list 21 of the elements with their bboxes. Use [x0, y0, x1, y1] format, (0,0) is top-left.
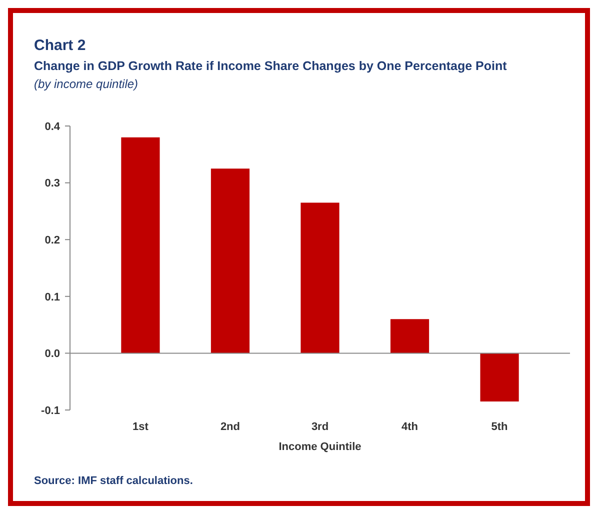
text: (by income quintile)	[34, 77, 138, 91]
source-note: Source: IMF staff calculations.	[34, 475, 193, 487]
bar	[210, 168, 250, 354]
y-tick-label: -0.1	[41, 404, 60, 417]
x-tick-label: 5th	[491, 421, 508, 433]
y-tick-label: 0.0	[44, 348, 60, 360]
chart-title: Chart 2	[34, 37, 86, 54]
y-tick-label: 0.1	[44, 291, 60, 304]
x-tick-label: 2nd	[220, 421, 240, 433]
bar	[390, 319, 430, 354]
x-axis-title: Income Quintile	[278, 441, 362, 453]
bar	[121, 137, 160, 354]
y-tick-label: 0.2	[44, 234, 60, 246]
y-tick-label: 0.3	[44, 178, 60, 190]
y-tick-label: 0.4	[44, 120, 61, 133]
x-tick-label: 4th	[402, 421, 418, 433]
chart-subtitle: Change in GDP Growth Rate if Income Share Changes by One Percentage Point	[34, 59, 508, 73]
x-tick-label: 3rd	[311, 421, 329, 433]
bar	[300, 202, 340, 354]
bar	[480, 353, 519, 402]
x-tick-label: 1st	[132, 421, 149, 433]
